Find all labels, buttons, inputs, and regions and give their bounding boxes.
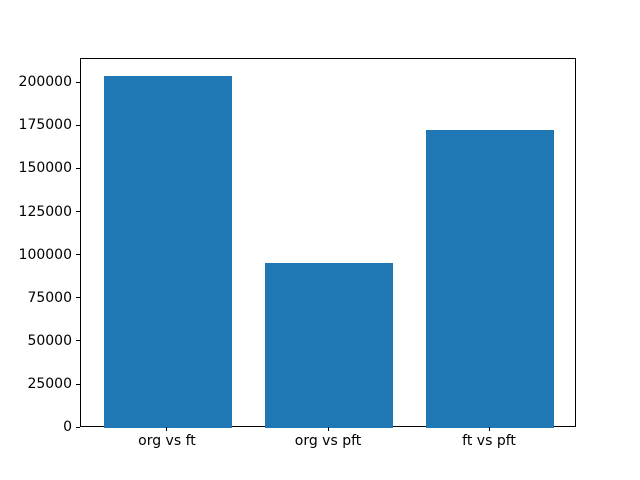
- bar-org-vs-ft: [103, 76, 233, 429]
- y-tick-mark: [76, 81, 80, 83]
- bar-org-vs-pft: [264, 263, 394, 429]
- y-tick-mark: [76, 211, 80, 212]
- y-tick-label: 75000: [27, 289, 72, 306]
- bar-ft-vs-pft: [425, 129, 555, 429]
- y-tick-label: 0: [63, 419, 72, 436]
- y-tick-label: 50000: [27, 332, 72, 349]
- y-tick-label: 100000: [18, 246, 72, 263]
- y-tick-label: 25000: [27, 376, 72, 393]
- x-tick-mark: [488, 427, 490, 432]
- x-tick-mark: [166, 427, 168, 432]
- y-tick-mark: [76, 124, 80, 126]
- y-tick-mark: [76, 167, 80, 169]
- y-tick-mark: [76, 340, 80, 342]
- x-tick-label: ft vs pft: [462, 433, 516, 450]
- y-tick-mark: [76, 383, 80, 385]
- y-tick-mark: [76, 254, 80, 256]
- y-tick-mark: [76, 426, 80, 428]
- x-tick-label: org vs ft: [138, 433, 196, 450]
- y-tick-label: 125000: [18, 203, 72, 220]
- x-tick-mark: [327, 427, 329, 432]
- y-tick-label: 200000: [18, 74, 72, 91]
- x-tick-label: org vs pft: [294, 433, 362, 450]
- y-tick-label: 175000: [18, 117, 72, 134]
- y-tick-mark: [76, 297, 80, 299]
- y-tick-label: 150000: [18, 160, 72, 177]
- plot-area: [80, 57, 576, 429]
